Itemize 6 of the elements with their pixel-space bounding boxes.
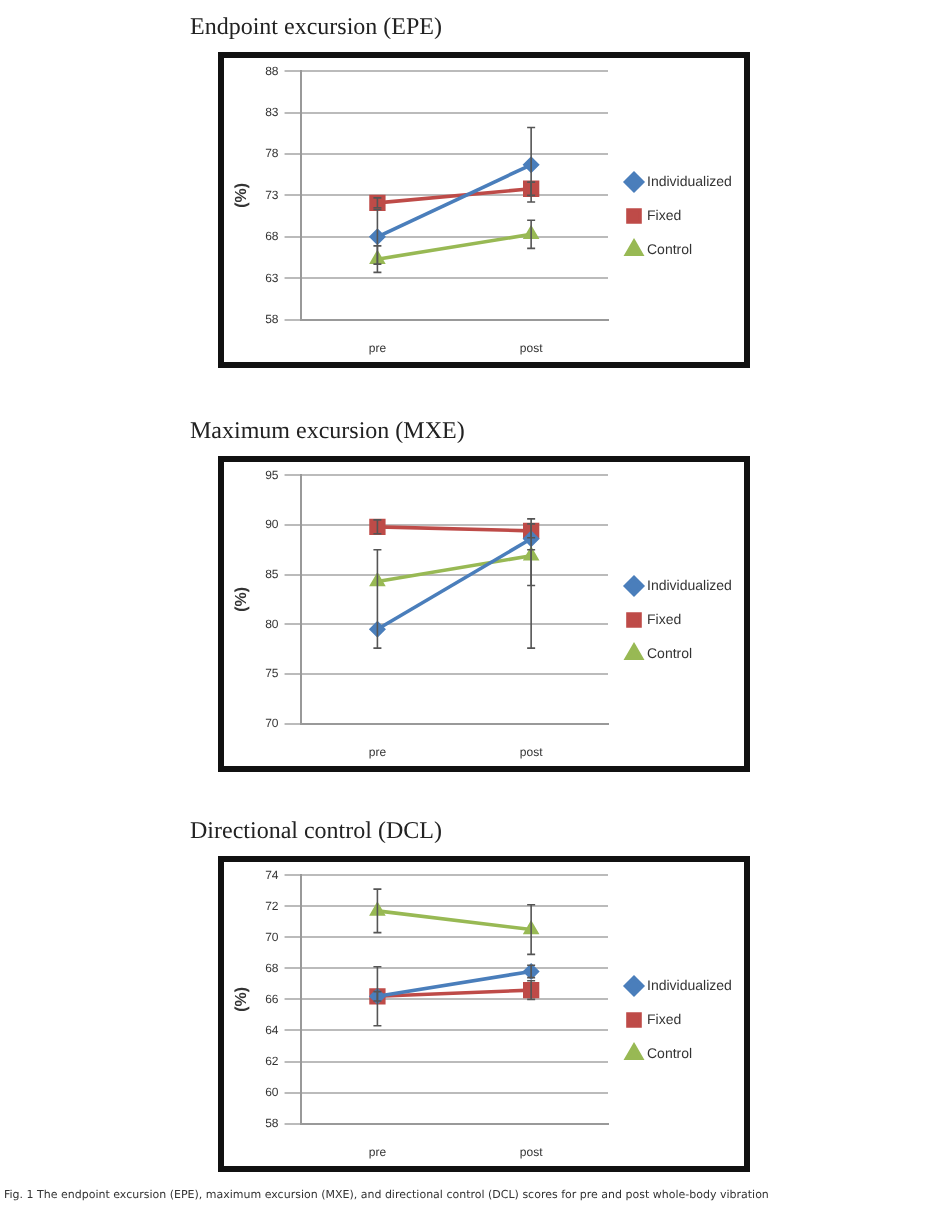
chart-title: Directional control (DCL) (190, 816, 442, 846)
chart-title: Endpoint excursion (EPE) (190, 12, 442, 42)
y-axis-title: (%) (232, 986, 251, 1012)
y-axis-title: (%) (232, 182, 251, 208)
chart-title: Maximum excursion (MXE) (190, 416, 465, 446)
y-axis-title: (%) (232, 586, 251, 612)
